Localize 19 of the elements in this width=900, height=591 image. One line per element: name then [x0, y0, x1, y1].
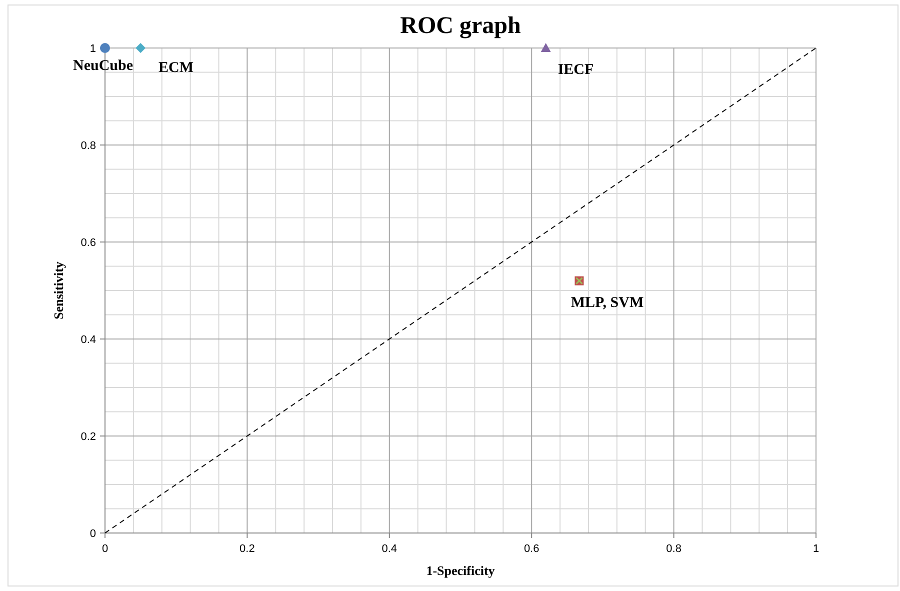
series-label: NeuCube — [72, 58, 134, 74]
series-label: IECF — [558, 62, 594, 78]
x-tick-label: 1 — [812, 543, 820, 555]
y-tick-label: 0.4 — [80, 334, 96, 346]
series-label: ECM — [158, 60, 194, 76]
y-axis-title: Sensitivity — [51, 261, 66, 320]
x-tick-label: 0 — [102, 543, 108, 555]
annotation: MLP, SVM — [570, 294, 644, 311]
y-tick-label: 0.8 — [80, 140, 96, 152]
x-tick-label: 0.8 — [666, 543, 682, 555]
chart-title: ROC graph — [400, 13, 521, 39]
y-tick-label: 0.6 — [80, 237, 96, 249]
x-tick-label: 0.2 — [240, 543, 255, 555]
y-tick-label: 0 — [90, 528, 96, 540]
x-axis-title: 1-Specificity — [426, 563, 496, 578]
x-tick-label: 0.6 — [524, 543, 540, 555]
x-tick-label: 0.4 — [382, 543, 398, 555]
y-tick-label: 1 — [90, 43, 96, 55]
y-tick-label: 0.2 — [80, 431, 96, 443]
